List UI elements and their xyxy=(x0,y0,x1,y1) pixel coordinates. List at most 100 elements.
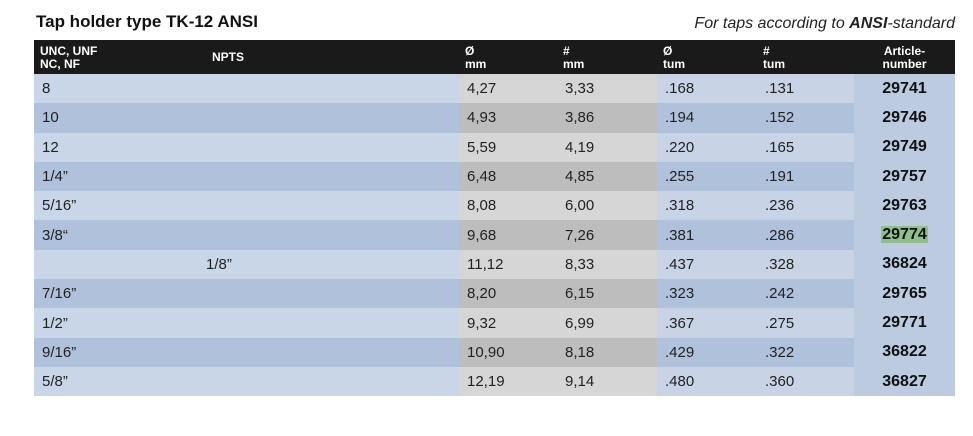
cell-diameter-mm: 8,08 xyxy=(459,191,557,221)
cell-article-number: 29765 xyxy=(854,279,955,309)
cell-diameter-mm: 4,93 xyxy=(459,103,557,133)
table-row: 9/16” 10,90 8,18.429.322 36822 xyxy=(34,337,955,367)
cell-unc: 10 xyxy=(34,103,206,133)
cell-diameter-mm: 9,32 xyxy=(459,308,557,338)
cell-article-number: 36822 xyxy=(854,337,955,367)
cell-unc xyxy=(34,249,206,280)
cell-diameter-mm: 8,20 xyxy=(459,279,557,309)
cell-square-mm: 6,00 xyxy=(557,191,657,221)
cell-square-tum: .236 xyxy=(757,191,854,221)
cell-npts xyxy=(206,308,459,338)
table-row: 1/8” 11,12 8,33.437.328 36824 xyxy=(34,249,955,280)
table-row: 3/8“ 9,68 7,26.381.286 29774 xyxy=(34,220,955,250)
cell-unc: 7/16” xyxy=(34,279,206,309)
cell-diameter-tum: .318 xyxy=(657,191,757,221)
cell-square-tum: .242 xyxy=(757,279,854,309)
cell-diameter-tum: .194 xyxy=(657,103,757,133)
cell-article-number: 29741 xyxy=(854,74,955,104)
cell-square-tum: .131 xyxy=(757,74,854,104)
cell-npts xyxy=(206,191,459,221)
cell-unc: 8 xyxy=(34,74,206,104)
cell-unc: 3/8“ xyxy=(34,220,206,250)
cell-unc: 1/4” xyxy=(34,161,206,192)
cell-diameter-mm: 4,27 xyxy=(459,74,557,104)
cell-diameter-tum: .255 xyxy=(657,161,757,192)
cell-diameter-mm: 6,48 xyxy=(459,161,557,192)
cell-square-mm: 9,14 xyxy=(557,366,657,397)
table-row: 5/16” 8,08 6,00.318.236 29763 xyxy=(34,191,955,221)
header-article-number: Article-number xyxy=(882,44,927,71)
cell-square-tum: .191 xyxy=(757,161,854,192)
header-unc: UNC, UNF NC, NF xyxy=(40,44,98,71)
header-square-mm: # mm xyxy=(563,44,585,71)
cell-article-number: 36824 xyxy=(854,249,955,280)
cell-npts xyxy=(206,74,459,104)
cell-diameter-mm: 12,19 xyxy=(459,366,557,397)
page-title: Tap holder type TK-12 ANSI xyxy=(36,12,258,31)
cell-square-mm: 3,86 xyxy=(557,103,657,133)
cell-square-tum: .275 xyxy=(757,308,854,338)
cell-npts xyxy=(206,161,459,192)
cell-square-mm: 8,33 xyxy=(557,249,657,280)
cell-npts xyxy=(206,366,459,397)
cell-diameter-tum: .381 xyxy=(657,220,757,250)
cell-article-number: 29746 xyxy=(854,103,955,133)
cell-square-tum: .322 xyxy=(757,337,854,367)
subtitle-suffix: -standard xyxy=(887,15,955,32)
cell-article-number: 29749 xyxy=(854,132,955,162)
cell-article-number: 29774 xyxy=(854,220,955,250)
table-row: 1/2” 9,32 6,99.367.275 29771 xyxy=(34,308,955,338)
cell-article-number: 29757 xyxy=(854,161,955,192)
cell-diameter-tum: .480 xyxy=(657,366,757,397)
cell-diameter-tum: .429 xyxy=(657,337,757,367)
cell-square-mm: 4,19 xyxy=(557,132,657,162)
cell-diameter-mm: 5,59 xyxy=(459,132,557,162)
cell-unc: 9/16” xyxy=(34,337,206,367)
cell-npts xyxy=(206,279,459,309)
cell-square-mm: 7,26 xyxy=(557,220,657,250)
cell-unc: 5/8” xyxy=(34,366,206,397)
cell-square-mm: 4,85 xyxy=(557,161,657,192)
cell-square-mm: 6,99 xyxy=(557,308,657,338)
cell-article-number: 29771 xyxy=(854,308,955,338)
cell-square-tum: .286 xyxy=(757,220,854,250)
page-subtitle: For taps according to ANSI-standard xyxy=(694,15,955,33)
table-row: 12 5,59 4,19.220.165 29749 xyxy=(34,132,955,162)
cell-square-mm: 3,33 xyxy=(557,74,657,104)
cell-diameter-tum: .323 xyxy=(657,279,757,309)
cell-square-mm: 8,18 xyxy=(557,337,657,367)
cell-npts xyxy=(206,220,459,250)
cell-diameter-tum: .168 xyxy=(657,74,757,104)
cell-square-tum: .328 xyxy=(757,249,854,280)
cell-article-number: 36827 xyxy=(854,366,955,397)
cell-diameter-mm: 9,68 xyxy=(459,220,557,250)
cell-diameter-mm: 10,90 xyxy=(459,337,557,367)
cell-unc: 12 xyxy=(34,132,206,162)
cell-diameter-mm: 11,12 xyxy=(459,249,557,280)
cell-unc: 5/16” xyxy=(34,191,206,221)
cell-square-mm: 6,15 xyxy=(557,279,657,309)
cell-diameter-tum: .437 xyxy=(657,249,757,280)
cell-diameter-tum: .367 xyxy=(657,308,757,338)
cell-npts xyxy=(206,103,459,133)
table-row: 7/16” 8,20 6,15.323.242 29765 xyxy=(34,279,955,309)
table-row: 5/8” 12,19 9,14.480.360 36827 xyxy=(34,366,955,397)
cell-npts xyxy=(206,337,459,367)
header-npts: NPTS xyxy=(212,49,245,64)
cell-square-tum: .360 xyxy=(757,366,854,397)
subtitle-bold: ANSI xyxy=(849,15,888,32)
cell-unc: 1/2” xyxy=(34,308,206,338)
cell-square-tum: .165 xyxy=(757,132,854,162)
cell-square-tum: .152 xyxy=(757,103,854,133)
cell-diameter-tum: .220 xyxy=(657,132,757,162)
header-square-tum: # tum xyxy=(763,44,785,71)
table-row: 10 4,93 3,86.194.152 29746 xyxy=(34,103,955,133)
cell-npts: 1/8” xyxy=(206,249,459,280)
table-row: 8 4,27 3,33.168.131 29741 xyxy=(34,74,955,104)
subtitle-prefix: For taps according to xyxy=(694,15,850,32)
cell-npts xyxy=(206,132,459,162)
